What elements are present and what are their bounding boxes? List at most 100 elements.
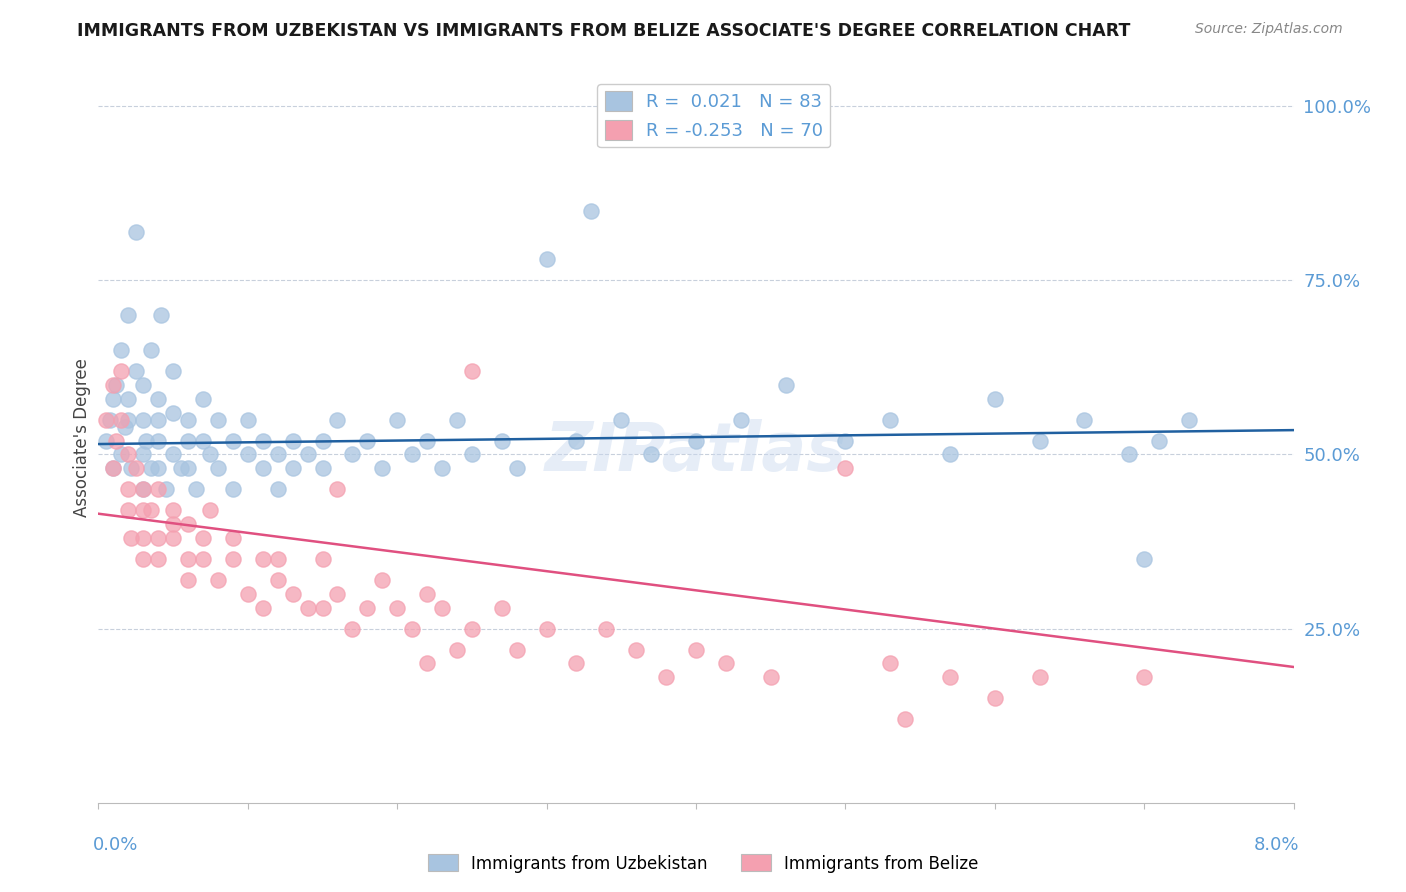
Point [491, 600, 513, 615]
Point [162, 517, 184, 532]
Point [565, 657, 588, 671]
Point [297, 448, 319, 462]
Point [105, 434, 128, 448]
Point [759, 670, 782, 684]
Point [894, 712, 917, 726]
Point [125, 461, 148, 475]
Point [162, 406, 184, 420]
Point [236, 448, 259, 462]
Point [626, 642, 648, 657]
Y-axis label: Associate's Degree: Associate's Degree [73, 358, 91, 516]
Point [150, 308, 173, 322]
Point [430, 461, 453, 475]
Point [1028, 434, 1050, 448]
Point [222, 434, 245, 448]
Point [148, 483, 170, 497]
Point [162, 503, 184, 517]
Point [120, 531, 142, 545]
Point [984, 392, 1007, 406]
Point [132, 552, 155, 566]
Point [177, 573, 200, 587]
Point [120, 461, 142, 475]
Point [132, 412, 155, 426]
Point [162, 364, 184, 378]
Point [1178, 412, 1201, 426]
Point [342, 448, 364, 462]
Point [177, 461, 200, 475]
Point [311, 434, 333, 448]
Point [184, 483, 207, 497]
Point [385, 600, 409, 615]
Point [200, 448, 222, 462]
Point [139, 503, 162, 517]
Point [132, 483, 155, 497]
Point [506, 461, 529, 475]
Point [236, 412, 259, 426]
Point [326, 483, 349, 497]
Point [103, 461, 125, 475]
Point [685, 434, 707, 448]
Point [139, 461, 162, 475]
Point [132, 503, 155, 517]
Point [191, 392, 214, 406]
Point [536, 252, 558, 267]
Point [148, 434, 170, 448]
Point [416, 657, 439, 671]
Point [117, 503, 139, 517]
Point [110, 343, 132, 357]
Point [595, 622, 617, 636]
Point [685, 642, 707, 657]
Point [1118, 448, 1140, 462]
Point [326, 412, 349, 426]
Point [267, 483, 290, 497]
Point [491, 434, 513, 448]
Point [207, 412, 229, 426]
Point [236, 587, 259, 601]
Point [162, 448, 184, 462]
Point [94, 412, 117, 426]
Point [939, 670, 962, 684]
Point [401, 622, 423, 636]
Point [177, 552, 200, 566]
Point [416, 434, 439, 448]
Point [222, 531, 245, 545]
Point [834, 434, 856, 448]
Point [326, 587, 349, 601]
Point [446, 642, 468, 657]
Point [461, 448, 484, 462]
Point [132, 377, 155, 392]
Point [834, 461, 856, 475]
Point [103, 461, 125, 475]
Point [200, 503, 222, 517]
Text: 8.0%: 8.0% [1254, 836, 1299, 854]
Point [105, 377, 128, 392]
Point [98, 412, 122, 426]
Point [281, 587, 304, 601]
Point [177, 434, 200, 448]
Point [430, 600, 453, 615]
Point [252, 600, 274, 615]
Point [191, 531, 214, 545]
Point [1073, 412, 1095, 426]
Point [461, 622, 484, 636]
Point [110, 364, 132, 378]
Point [191, 552, 214, 566]
Point [267, 448, 290, 462]
Point [297, 600, 319, 615]
Point [148, 461, 170, 475]
Point [939, 448, 962, 462]
Point [103, 377, 125, 392]
Point [446, 412, 468, 426]
Point [356, 434, 378, 448]
Point [565, 434, 588, 448]
Point [114, 419, 136, 434]
Point [1147, 434, 1170, 448]
Legend: Immigrants from Uzbekistan, Immigrants from Belize: Immigrants from Uzbekistan, Immigrants f… [420, 847, 986, 880]
Point [356, 600, 378, 615]
Point [385, 412, 409, 426]
Point [132, 531, 155, 545]
Point [139, 343, 162, 357]
Point [132, 483, 155, 497]
Point [416, 587, 439, 601]
Point [252, 552, 274, 566]
